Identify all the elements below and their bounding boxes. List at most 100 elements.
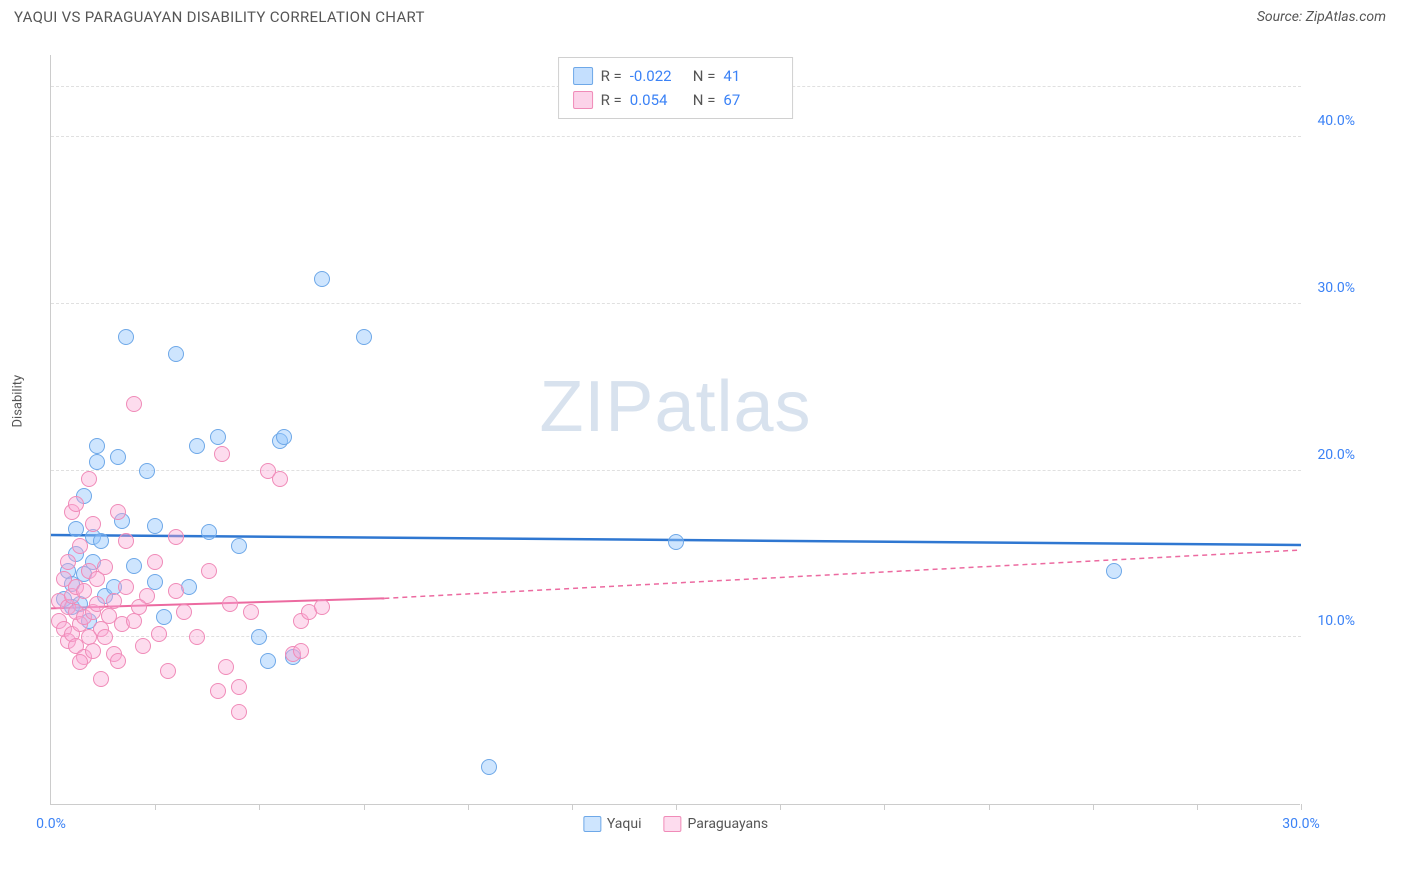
data-point <box>1106 563 1122 579</box>
data-point <box>160 663 176 679</box>
r-value-paraguayans: 0.054 <box>630 88 685 112</box>
x-tick <box>780 804 781 810</box>
data-point <box>135 638 151 654</box>
data-point <box>189 438 205 454</box>
data-point <box>126 558 142 574</box>
data-point <box>139 463 155 479</box>
data-point <box>272 471 288 487</box>
swatch-pink-icon <box>573 91 593 109</box>
data-point <box>147 554 163 570</box>
data-point <box>293 643 309 659</box>
correlation-legend: R = -0.022 N = 41 R = 0.054 N = 67 <box>558 57 794 119</box>
data-point <box>168 583 184 599</box>
source-attribution: Source: ZipAtlas.com <box>1257 9 1386 25</box>
data-point <box>110 449 126 465</box>
data-point <box>93 533 109 549</box>
n-label: N = <box>693 88 716 112</box>
gridline-h <box>51 470 1301 471</box>
data-point <box>210 683 226 699</box>
data-point <box>85 516 101 532</box>
data-point <box>314 599 330 615</box>
n-label: N = <box>693 64 716 88</box>
chart-area: ZIPatlas R = -0.022 N = 41 R = 0.054 N =… <box>50 55 1350 825</box>
data-point <box>231 704 247 720</box>
swatch-blue-icon <box>573 67 593 85</box>
data-point <box>147 518 163 534</box>
data-point <box>110 504 126 520</box>
data-point <box>218 659 234 675</box>
n-value-yaqui: 41 <box>723 64 778 88</box>
data-point <box>260 653 276 669</box>
data-point <box>668 534 684 550</box>
data-point <box>314 271 330 287</box>
series-legend: Yaqui Paraguayans <box>583 816 768 832</box>
x-tick <box>989 804 990 810</box>
r-label: R = <box>601 88 622 112</box>
x-tick <box>1093 804 1094 810</box>
legend-item-yaqui: Yaqui <box>583 816 642 832</box>
legend-item-paraguayans: Paraguayans <box>663 816 768 832</box>
x-tick <box>884 804 885 810</box>
watermark-atlas: atlas <box>654 367 811 447</box>
y-tick-label: 20.0% <box>1317 447 1355 463</box>
r-label: R = <box>601 64 622 88</box>
swatch-pink-icon <box>663 816 681 832</box>
data-point <box>176 604 192 620</box>
data-point <box>97 629 113 645</box>
legend-row-yaqui: R = -0.022 N = 41 <box>573 64 779 88</box>
legend-label-yaqui: Yaqui <box>607 816 642 832</box>
chart-title: YAQUI VS PARAGUAYAN DISABILITY CORRELATI… <box>14 8 425 26</box>
data-point <box>168 529 184 545</box>
gridline-h <box>51 636 1301 637</box>
data-point <box>118 579 134 595</box>
data-point <box>60 554 76 570</box>
data-point <box>356 329 372 345</box>
header-row: YAQUI VS PARAGUAYAN DISABILITY CORRELATI… <box>0 0 1406 30</box>
swatch-blue-icon <box>583 816 601 832</box>
data-point <box>89 454 105 470</box>
data-point <box>210 429 226 445</box>
trend-line <box>384 550 1301 598</box>
data-point <box>85 643 101 659</box>
data-point <box>231 679 247 695</box>
data-point <box>231 538 247 554</box>
data-point <box>72 654 88 670</box>
data-point <box>68 521 84 537</box>
watermark: ZIPatlas <box>539 366 811 448</box>
gridline-h <box>51 303 1301 304</box>
data-point <box>201 524 217 540</box>
legend-label-paraguayans: Paraguayans <box>687 816 768 832</box>
x-tick <box>676 804 677 810</box>
data-point <box>81 471 97 487</box>
data-point <box>126 396 142 412</box>
data-point <box>97 559 113 575</box>
x-tick-label: 0.0% <box>36 816 66 832</box>
data-point <box>68 496 84 512</box>
x-tick <box>259 804 260 810</box>
data-point <box>201 563 217 579</box>
y-tick-label: 30.0% <box>1317 280 1355 296</box>
scatter-plot: ZIPatlas R = -0.022 N = 41 R = 0.054 N =… <box>50 55 1300 805</box>
x-tick <box>1197 804 1198 810</box>
data-point <box>156 609 172 625</box>
y-tick-label: 10.0% <box>1317 613 1355 629</box>
x-tick <box>364 804 365 810</box>
data-point <box>214 446 230 462</box>
data-point <box>481 759 497 775</box>
gridline-h <box>51 136 1301 137</box>
data-point <box>276 429 292 445</box>
x-tick-label: 30.0% <box>1282 816 1320 832</box>
x-tick <box>468 804 469 810</box>
data-point <box>151 626 167 642</box>
data-point <box>222 596 238 612</box>
watermark-zip: ZIP <box>539 367 654 447</box>
y-tick-label: 40.0% <box>1317 113 1355 129</box>
x-tick <box>1301 804 1302 810</box>
n-value-paraguayans: 67 <box>723 88 778 112</box>
data-point <box>72 538 88 554</box>
legend-row-paraguayans: R = 0.054 N = 67 <box>573 88 779 112</box>
data-point <box>118 533 134 549</box>
data-point <box>168 346 184 362</box>
data-point <box>106 593 122 609</box>
data-point <box>110 653 126 669</box>
